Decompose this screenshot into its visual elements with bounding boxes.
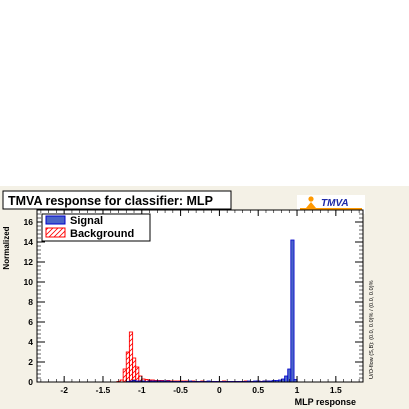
histogram-chart: TMVA response for classifier: MLP TMVA -… — [2, 190, 375, 407]
logo-person-body-icon — [306, 202, 316, 208]
x-tick-label: 0 — [217, 385, 222, 395]
legend-label-background: Background — [70, 228, 134, 240]
y-tick-label: 0 — [28, 377, 33, 387]
y-tick-label: 14 — [24, 237, 34, 247]
title-box — [2, 190, 232, 210]
logo-text: TMVA — [321, 198, 349, 209]
chart-title: TMVA response for classifier: MLP — [8, 194, 213, 208]
x-tick-label: 1 — [295, 385, 300, 395]
y-tick-label: 8 — [28, 297, 33, 307]
overflow-label: U/O-flow (S,B): (0.0, 0.0)% / (0.0, 0.0)… — [369, 280, 375, 379]
y-tick-label: 2 — [28, 357, 33, 367]
y-tick-label: 10 — [24, 277, 34, 287]
x-tick-label: 0.5 — [252, 385, 264, 395]
chart-canvas: TMVA response for classifier: MLP TMVA -… — [0, 186, 409, 409]
y-axis-label: Normalized — [2, 226, 11, 269]
y-tick-label: 4 — [28, 337, 33, 347]
y-tick-label: 12 — [24, 257, 34, 267]
signal-bin-53 — [290, 239, 295, 383]
x-tick-label: -1 — [138, 385, 146, 395]
legend-label-signal: Signal — [70, 215, 103, 227]
plot-frame-outline — [36, 209, 364, 383]
x-axis-label: MLP response — [295, 397, 356, 407]
x-axis-ticks: -2 -1.5 -1 -0.5 0 0.5 1 1.5 — [40, 210, 360, 395]
y-tick-label: 6 — [28, 317, 33, 327]
y-tick-label: 16 — [24, 217, 34, 227]
x-tick-label: 1.5 — [330, 385, 342, 395]
x-tick-label: -1.5 — [96, 385, 111, 395]
legend: Signal Background — [41, 213, 151, 242]
logo-person-icon — [308, 196, 314, 202]
legend-swatch-signal — [45, 215, 66, 225]
x-tick-label: -0.5 — [173, 385, 188, 395]
y-axis-ticks: 0 2 4 6 8 10 12 14 16 — [24, 213, 363, 387]
x-tick-label: -2 — [60, 385, 68, 395]
legend-swatch-background — [45, 227, 66, 238]
